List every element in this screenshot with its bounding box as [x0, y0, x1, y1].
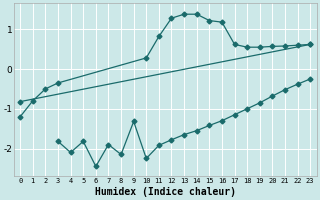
X-axis label: Humidex (Indice chaleur): Humidex (Indice chaleur): [95, 186, 236, 197]
